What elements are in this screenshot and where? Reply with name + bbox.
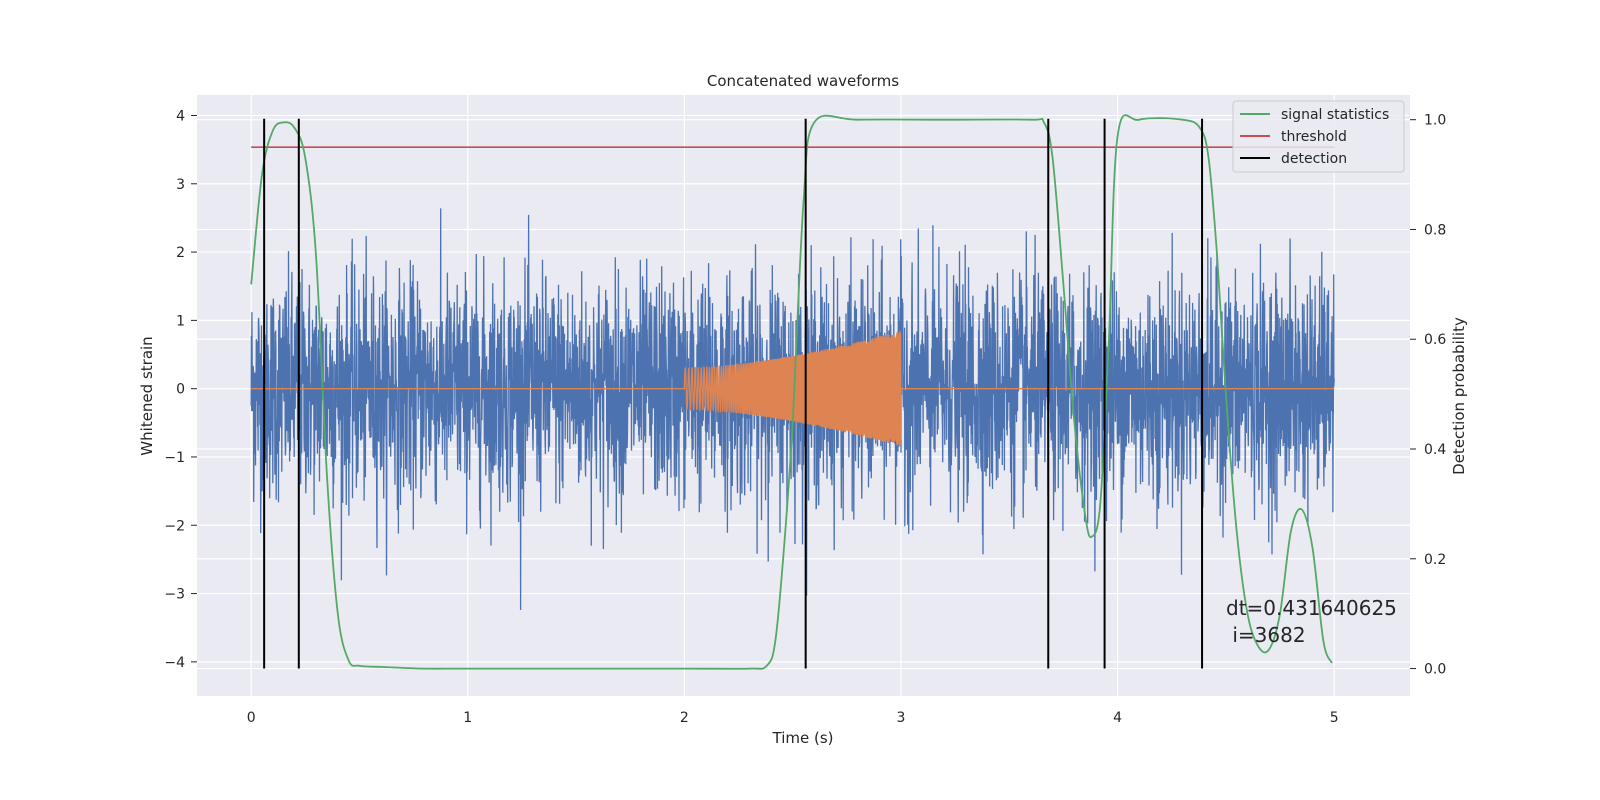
y-tick-label: −4 <box>164 655 185 671</box>
y2-tick-label: 0.4 <box>1424 442 1446 458</box>
y-tick-label: 4 <box>176 108 185 124</box>
y-tick-label: 1 <box>176 313 185 329</box>
y2-tick-label: 0.6 <box>1424 332 1446 348</box>
y2-tick-label: 0.8 <box>1424 222 1446 238</box>
y-tick-label: 2 <box>176 245 185 261</box>
y2-tick-label: 1.0 <box>1424 113 1446 129</box>
y-tick-label: 0 <box>176 382 185 398</box>
x-tick-label: 0 <box>247 710 256 726</box>
chirp-layer <box>251 330 1335 447</box>
ticks-layer: 0 1 2 3 4 5 −4 −3 −2 −1 0 1 2 3 4 0.0 0.2 0.4 0.6 0.8 1.0 <box>164 108 1446 726</box>
y-tick-label: −1 <box>164 450 185 466</box>
legend-label-detection: detection <box>1281 151 1347 167</box>
chart-title: Concatenated waveforms <box>707 72 899 90</box>
x-tick-label: 5 <box>1330 710 1339 726</box>
x-tick-label: 3 <box>897 710 906 726</box>
x-tick-label: 2 <box>680 710 689 726</box>
y2-axis-label: Detection probability <box>1450 317 1468 475</box>
legend: signal statistics threshold detection <box>1232 100 1405 173</box>
y-tick-label: −3 <box>164 587 185 603</box>
x-tick-label: 1 <box>463 710 472 726</box>
x-tick-label: 4 <box>1113 710 1122 726</box>
annotation-dt: dt=0.431640625 <box>1226 596 1397 620</box>
legend-label-threshold: threshold <box>1281 129 1347 145</box>
signal-statistics-line <box>250 114 1333 670</box>
y-tick-label: −2 <box>164 518 185 534</box>
y2-tick-label: 0.2 <box>1424 552 1446 568</box>
x-axis-label: Time (s) <box>772 729 834 747</box>
legend-box <box>1232 100 1405 173</box>
y-tick-label: 3 <box>176 177 185 193</box>
detect-layer <box>263 118 1204 669</box>
y2-tick-label: 0.0 <box>1424 662 1446 678</box>
stat-layer <box>250 114 1333 670</box>
legend-label-signal-statistics: signal statistics <box>1281 107 1389 123</box>
y-axis-label: Whitened strain <box>138 336 156 455</box>
chirp-series-line <box>251 330 1335 447</box>
annotation-i: i=3682 <box>1226 623 1306 647</box>
